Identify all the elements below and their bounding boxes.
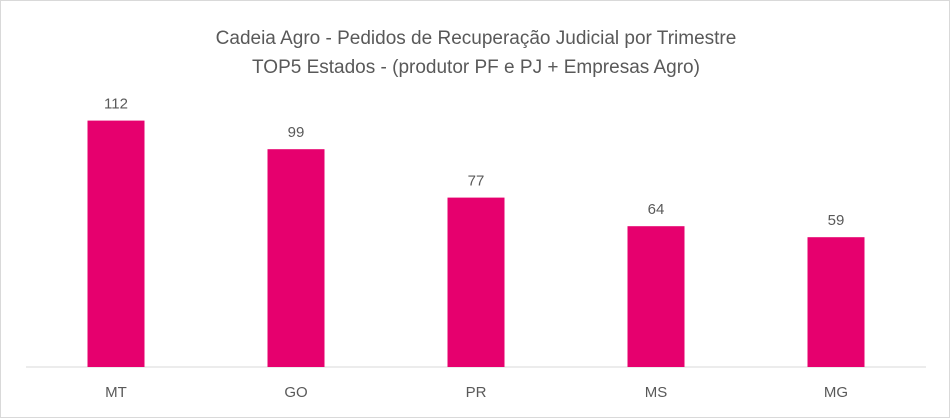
x-tick-label-mt: MT — [105, 384, 127, 401]
chart-title: Cadeia Agro - Pedidos de Recuperação Jud… — [216, 28, 737, 49]
x-tick-label-go: GO — [284, 384, 307, 401]
bar-ms — [627, 226, 685, 367]
x-tick-label-pr: PR — [466, 384, 487, 401]
bars-group — [87, 120, 865, 367]
bar-mt — [87, 120, 145, 367]
bar-pr — [447, 197, 505, 367]
chart-subtitle: TOP5 Estados - (produtor PF e PJ + Empre… — [252, 57, 700, 78]
data-labels-group: 112 99 77 64 59 — [104, 96, 844, 230]
data-label-mt: 112 — [104, 96, 128, 113]
x-tick-labels-group: MT GO PR MS MG — [105, 384, 848, 401]
bar-mg — [807, 237, 865, 367]
data-label-mg: 59 — [828, 212, 845, 229]
data-label-pr: 77 — [468, 173, 485, 190]
data-label-go: 99 — [288, 124, 305, 141]
bar-go — [267, 149, 325, 367]
x-tick-label-mg: MG — [824, 384, 848, 401]
data-label-ms: 64 — [648, 201, 665, 218]
x-tick-label-ms: MS — [645, 384, 668, 401]
